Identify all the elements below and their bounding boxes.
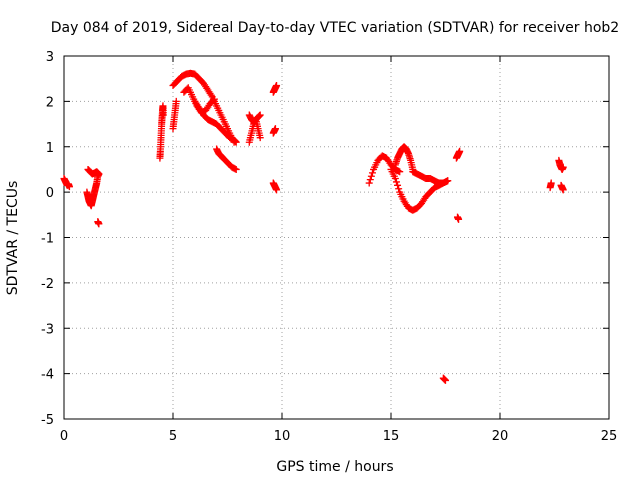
data-point	[368, 169, 376, 177]
y-tick-label: -1	[41, 232, 54, 247]
y-tick-label: -3	[41, 322, 54, 337]
data-point	[159, 111, 167, 119]
data-point	[271, 125, 279, 133]
x-tick-label: 0	[60, 429, 68, 444]
x-axis-label: GPS time / hours	[276, 459, 393, 475]
chart-title: Day 084 of 2019, Sidereal Day-to-day VTE…	[51, 20, 619, 36]
data-point	[392, 178, 400, 186]
data-point	[65, 183, 73, 191]
y-tick-label: -2	[41, 277, 54, 292]
y-axis-label: SDTVAR / TECUs	[5, 181, 21, 296]
data-point	[210, 95, 218, 103]
x-tick-label: 25	[601, 429, 618, 444]
x-tick-label: 15	[383, 429, 400, 444]
x-tick-label: 5	[169, 429, 177, 444]
data-point	[273, 186, 281, 194]
data-point	[256, 134, 264, 142]
data-point	[95, 170, 103, 178]
data-point	[95, 220, 103, 228]
data-point	[256, 111, 264, 119]
y-tick-label: 2	[46, 95, 54, 110]
data-point	[559, 186, 567, 194]
data-point	[455, 215, 463, 223]
y-tick-labels: -5 -4 -3 -2 -1 0 1 2 3	[41, 50, 54, 428]
axis-ticks	[63, 55, 610, 420]
x-tick-label: 20	[492, 429, 509, 444]
data-point	[391, 175, 399, 183]
data-point	[365, 179, 373, 187]
y-tick-label: -5	[41, 413, 54, 428]
data-point	[547, 179, 555, 187]
x-tick-label: 10	[274, 429, 291, 444]
data-point	[209, 96, 217, 104]
gridlines	[64, 56, 609, 419]
data-point	[366, 176, 374, 184]
y-tick-label: 0	[46, 186, 54, 201]
data-point	[273, 81, 281, 89]
data-point	[395, 185, 403, 193]
data-points	[60, 69, 567, 384]
data-point	[232, 138, 240, 146]
data-point	[444, 177, 452, 185]
data-point	[232, 165, 240, 173]
data-point	[367, 172, 375, 180]
y-tick-label: 3	[46, 50, 54, 65]
data-point	[394, 181, 402, 189]
y-tick-label: 1	[46, 141, 54, 156]
data-point	[442, 376, 449, 384]
y-tick-label: -4	[41, 368, 54, 383]
data-point	[396, 168, 404, 176]
data-point	[559, 163, 567, 171]
data-point	[172, 97, 180, 105]
data-point	[456, 147, 464, 155]
x-tick-labels: 0 5 10 15 20 25	[60, 429, 617, 444]
